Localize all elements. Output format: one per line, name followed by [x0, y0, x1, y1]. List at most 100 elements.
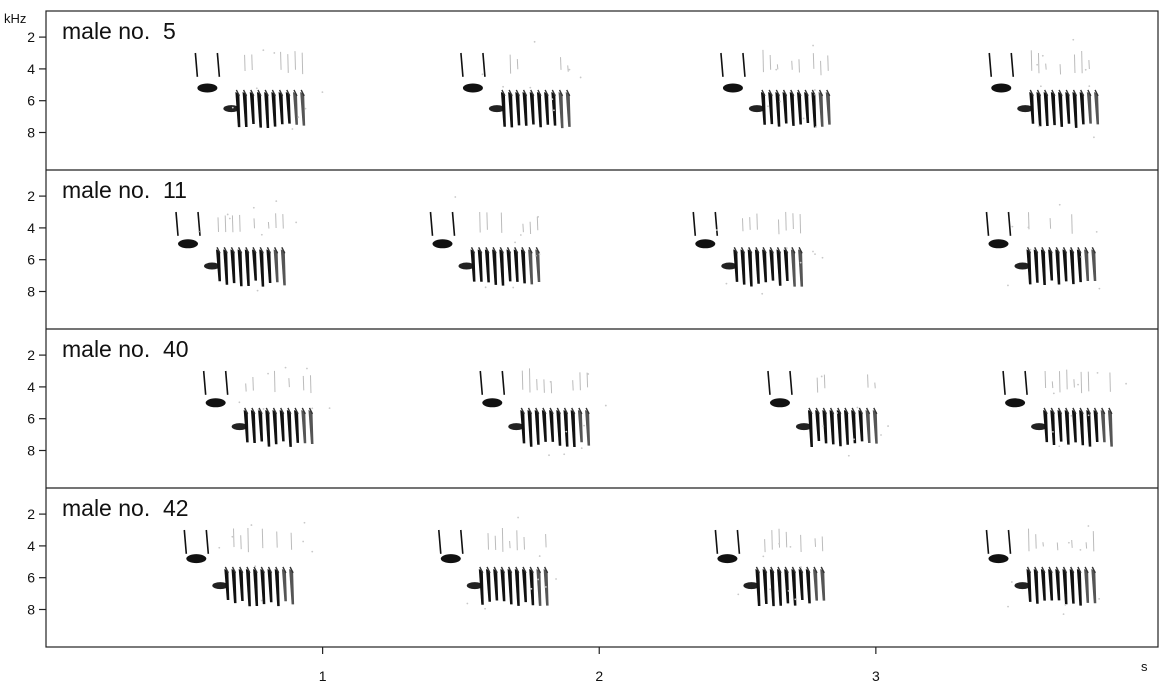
harmonic-speck	[224, 215, 227, 233]
trill-syllable	[577, 409, 583, 443]
trill-upper-mark	[520, 407, 525, 415]
trill-syllable	[544, 91, 550, 125]
harmonic-speck	[1073, 54, 1076, 74]
y-tick-label: 2	[27, 29, 35, 45]
trill-upper-mark	[251, 407, 256, 415]
trill-upper-mark	[231, 566, 237, 574]
trill-upper-mark	[740, 247, 746, 254]
trill-upper-mark	[791, 247, 796, 254]
intro-note	[432, 239, 453, 249]
harmonic-speck	[1087, 371, 1090, 392]
trill-upper-mark	[775, 89, 780, 97]
noise-dot	[514, 241, 516, 244]
trill-upper-mark	[530, 89, 535, 97]
trill-syllable	[520, 249, 526, 284]
trill-syllable	[292, 91, 298, 125]
harmonic-speck	[282, 214, 284, 229]
trill-syllable	[556, 409, 562, 446]
harmonic-speck	[800, 534, 802, 553]
trill-syllable	[1086, 409, 1092, 447]
intro-sweep	[479, 370, 484, 395]
y-tick-label: 6	[27, 93, 35, 109]
trill-syllable	[762, 568, 768, 605]
trill-syllable	[1062, 568, 1068, 605]
y-tick-label: 4	[27, 61, 35, 77]
trill-syllable	[281, 568, 287, 602]
harmonic-speck	[586, 372, 589, 388]
noise-dot	[587, 373, 590, 375]
trill-upper-mark	[294, 407, 299, 415]
noise-dot	[769, 588, 771, 591]
intro-sweep	[742, 52, 746, 77]
noise-dot	[218, 546, 221, 549]
harmonic-speck	[1088, 60, 1090, 70]
y-tick-label: 4	[27, 538, 35, 554]
trill-syllable	[280, 249, 286, 286]
trill-upper-mark	[527, 407, 533, 415]
trill-upper-mark	[1084, 566, 1089, 574]
trill-onset	[721, 262, 738, 270]
noise-dot	[880, 434, 882, 436]
harmonic-speck	[287, 54, 289, 73]
trill-syllable	[216, 249, 222, 282]
noise-dot	[1087, 525, 1090, 527]
trill-syllable	[1033, 249, 1039, 283]
trill-upper-mark	[258, 407, 263, 415]
trill-syllable	[244, 249, 250, 287]
trill-upper-mark	[281, 247, 286, 254]
trill-upper-mark	[755, 566, 761, 574]
noise-dot	[1010, 581, 1013, 583]
intro-sweep	[202, 370, 207, 395]
trill-syllable	[1050, 91, 1056, 126]
harmonic-speck	[261, 528, 264, 549]
trill-upper-mark	[223, 247, 228, 254]
harmonic-speck	[823, 374, 826, 389]
noise-dot	[1084, 68, 1087, 71]
trill-syllable	[224, 568, 230, 601]
trill-syllable	[1091, 568, 1097, 604]
trill-upper-mark	[813, 566, 818, 574]
noise-dot	[1029, 248, 1032, 251]
trill-upper-mark	[293, 89, 298, 97]
trill-upper-mark	[253, 566, 258, 574]
trill-upper-mark	[237, 247, 243, 254]
noise-dot	[762, 555, 765, 558]
trill-syllable	[230, 249, 236, 284]
trill-syllable	[258, 409, 264, 442]
harmonic-speck	[522, 223, 524, 233]
trill-syllable	[1036, 91, 1042, 127]
noise-dot	[544, 586, 547, 588]
harmonic-speck	[486, 212, 488, 230]
trill-syllable	[528, 249, 534, 285]
trill-syllable	[260, 568, 266, 605]
noise-dot	[1007, 605, 1009, 608]
trill-syllable	[1094, 91, 1100, 125]
trill-upper-mark	[761, 89, 766, 97]
intro-note	[769, 398, 790, 408]
trill-syllable	[1064, 409, 1070, 445]
noise-dot	[1077, 383, 1079, 386]
trill-syllable	[1033, 568, 1039, 604]
trill-syllable	[252, 249, 258, 281]
trill-syllable	[279, 409, 285, 442]
trill-upper-mark	[822, 407, 827, 415]
noise-dot	[1096, 371, 1099, 374]
y-tick-label: 4	[27, 379, 35, 395]
noise-dot	[1041, 54, 1044, 57]
trill-syllable	[267, 568, 273, 603]
noise-dot	[231, 106, 234, 109]
intro-sweep	[1007, 211, 1012, 236]
noise-dot	[1093, 136, 1095, 139]
noise-dot	[563, 453, 566, 456]
song-element	[720, 44, 831, 128]
trill-syllable	[541, 409, 547, 442]
noise-dot	[814, 93, 817, 96]
trill-syllable	[477, 249, 483, 282]
trill-syllable	[796, 91, 802, 125]
trill-upper-mark	[1070, 566, 1075, 574]
trill-syllable	[1026, 568, 1032, 602]
harmonic-speck	[233, 528, 235, 548]
harmonic-speck	[1085, 542, 1088, 549]
intro-sweep	[451, 211, 456, 236]
y-tick-label: 8	[27, 125, 35, 141]
